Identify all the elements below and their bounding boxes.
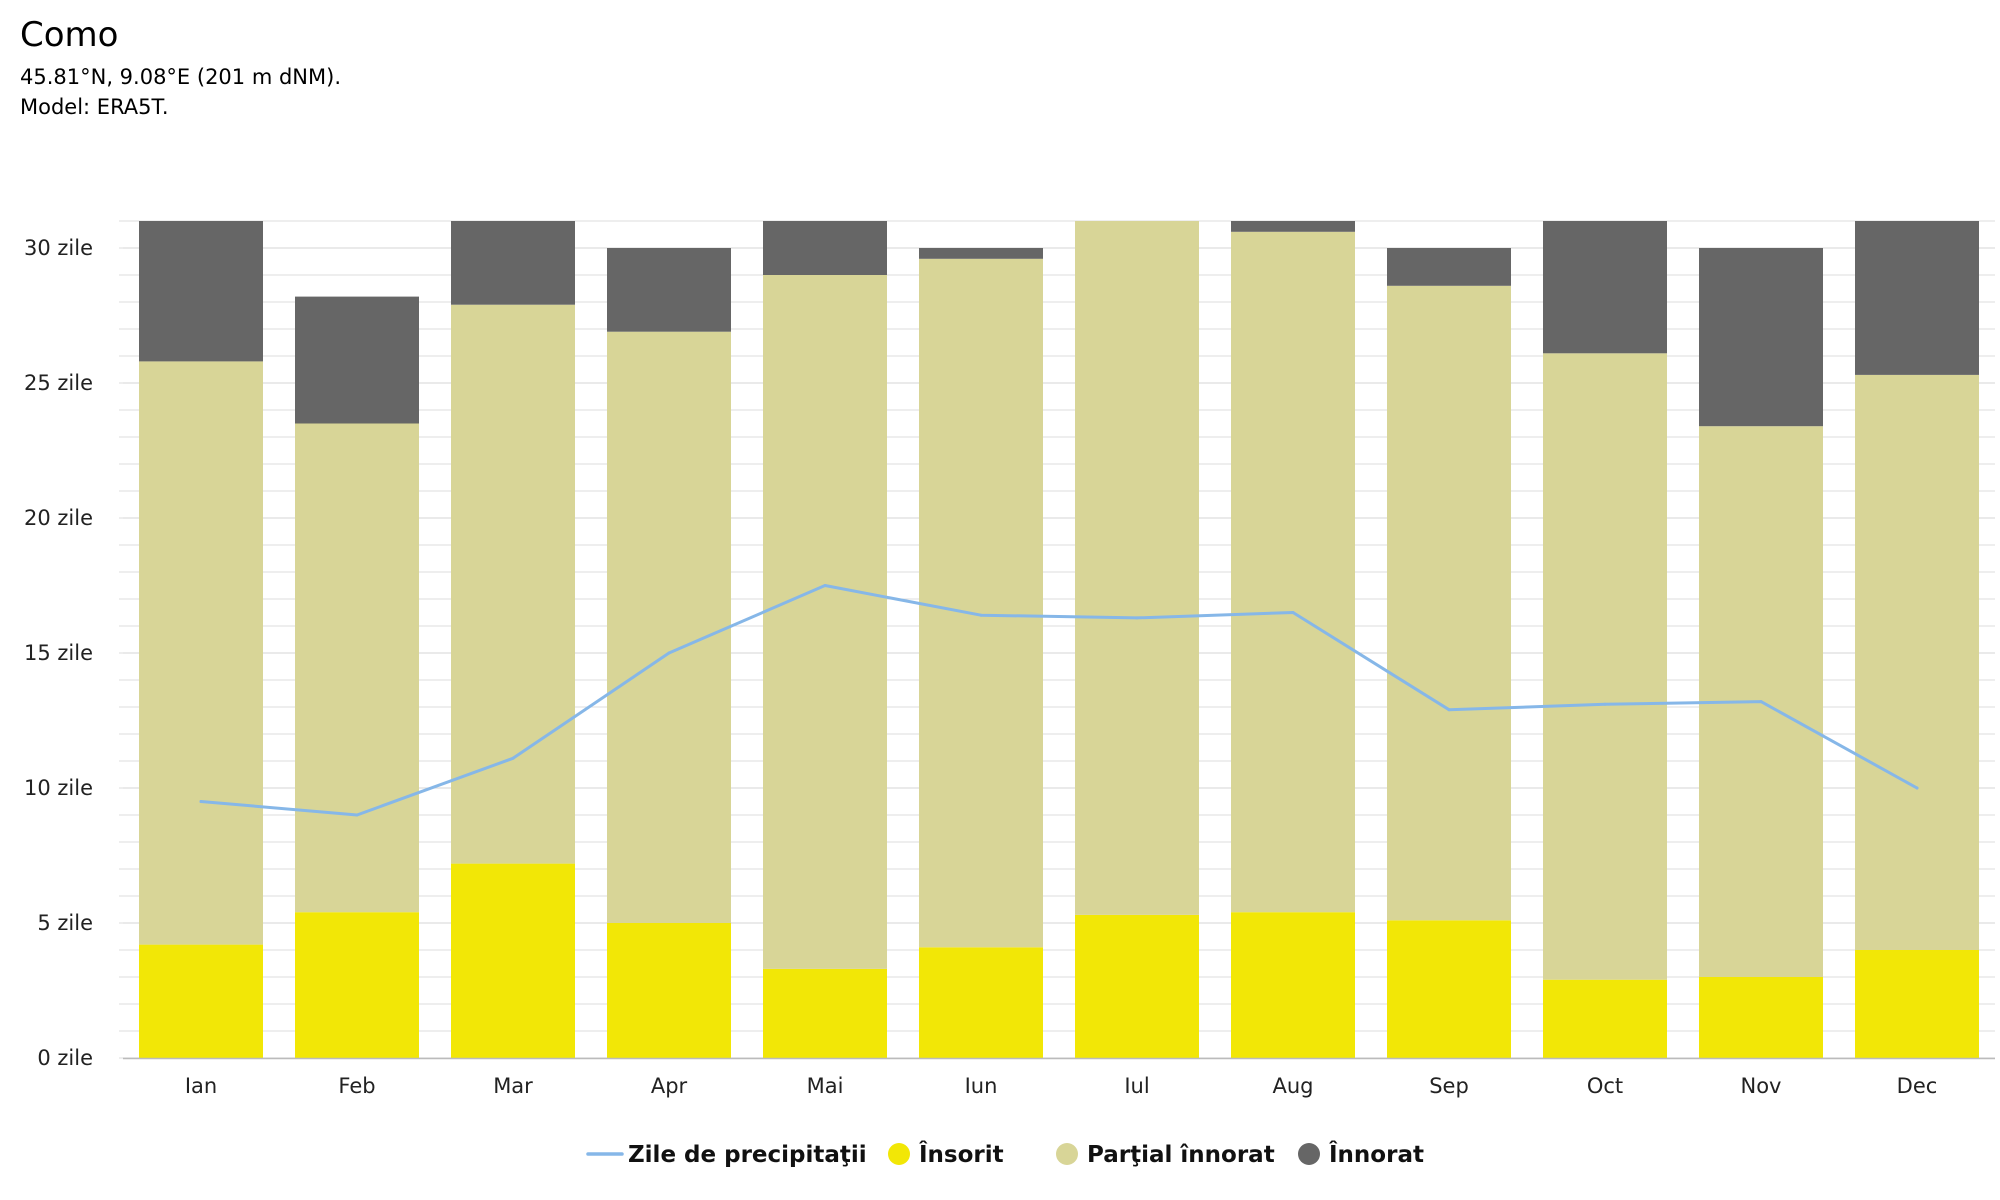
bar--nnorat [139, 221, 263, 362]
bar-par-ial-nnorat [295, 423, 419, 913]
precipitation-point [667, 651, 671, 655]
bar--nsorit [763, 968, 887, 1058]
bar--nnorat [1699, 248, 1823, 427]
bar-par-ial-nnorat [607, 331, 731, 923]
chart-subtitle: 45.81°N, 9.08°E (201 m dNM). Model: ERA5… [20, 62, 341, 122]
y-tick-label: 25 zile [24, 371, 93, 395]
chart-title: Como [20, 15, 119, 55]
bar--nsorit [607, 923, 731, 1058]
bar-par-ial-nnorat [1543, 353, 1667, 980]
bar--nnorat [1231, 221, 1355, 232]
bar-par-ial-nnorat [1231, 231, 1355, 913]
bar--nsorit [139, 944, 263, 1058]
bar-par-ial-nnorat [1387, 285, 1511, 921]
bar--nnorat [451, 221, 575, 305]
x-tick-label: Oct [1587, 1074, 1623, 1098]
precipitation-points [199, 584, 1919, 817]
bar-par-ial-nnorat [1855, 374, 1979, 950]
precipitation-point [1759, 700, 1763, 704]
model-label: Model: ERA5T. [20, 95, 169, 119]
x-tick-label: Aug [1272, 1074, 1313, 1098]
bar--nsorit [1543, 979, 1667, 1058]
x-tick-label: Ian [185, 1074, 217, 1098]
precipitation-point [1447, 708, 1451, 712]
bar-par-ial-nnorat [1075, 221, 1199, 915]
x-tick-label: Feb [338, 1074, 375, 1098]
legend-label: Înnorat [1329, 1140, 1424, 1168]
bar--nsorit [1855, 950, 1979, 1058]
bar--nsorit [1231, 912, 1355, 1058]
y-tick-label: 30 zile [24, 236, 93, 260]
legend-label: Însorit [919, 1140, 1004, 1168]
x-axis: Ian Feb Mar Apr Mai Iun Iul Aug Sep Oct Nov Dec [185, 1074, 1938, 1098]
x-tick-label: Dec [1897, 1074, 1938, 1098]
bar--nsorit [1699, 977, 1823, 1058]
precipitation-point [823, 584, 827, 587]
precipitation-point [1603, 702, 1607, 706]
bar--nsorit [1387, 920, 1511, 1058]
x-tick-label: Iul [1124, 1074, 1149, 1098]
bar--nsorit [451, 863, 575, 1058]
precipitation-point [511, 756, 515, 760]
x-tick-label: Mai [807, 1074, 844, 1098]
bar-par-ial-nnorat [139, 361, 263, 945]
precipitation-point [199, 800, 203, 803]
bar--nsorit [295, 912, 419, 1058]
y-tick-label: 20 zile [24, 506, 93, 530]
legend: Zile de precipitaţii Însorit Parţial înnor… [586, 1140, 1424, 1168]
legend-dot-swatch [1056, 1143, 1078, 1165]
bar--nnorat [1387, 248, 1511, 286]
precipitation-point [1915, 786, 1919, 790]
bar--nnorat [1543, 221, 1667, 354]
location-coordinates: 45.81°N, 9.08°E (201 m dNM). [20, 65, 341, 89]
bar--nsorit [1075, 914, 1199, 1058]
x-tick-label: Apr [651, 1074, 688, 1098]
precipitation-line [199, 584, 1919, 817]
legend-label: Zile de precipitaţii [628, 1142, 867, 1168]
legend-dot-swatch [888, 1143, 910, 1165]
precipitation-point [1135, 616, 1139, 620]
bar--nsorit [919, 947, 1043, 1058]
precipitation-point [1291, 611, 1295, 614]
bar--nnorat [295, 296, 419, 424]
y-tick-label: 10 zile [24, 776, 93, 800]
bar--nnorat [919, 248, 1043, 259]
y-tick-label: 5 zile [37, 911, 93, 935]
bar--nnorat [763, 221, 887, 275]
x-tick-label: Sep [1429, 1074, 1469, 1098]
x-tick-label: Iun [965, 1074, 998, 1098]
precipitation-point [355, 813, 359, 817]
bar-par-ial-nnorat [451, 304, 575, 864]
bar-par-ial-nnorat [763, 275, 887, 969]
grid-lines [119, 220, 1995, 1059]
bar--nnorat [1855, 221, 1979, 375]
bar-par-ial-nnorat [919, 258, 1043, 948]
precipitation-point [979, 613, 983, 617]
x-tick-label: Mar [493, 1074, 533, 1098]
legend-label: Parţial înnorat [1087, 1142, 1275, 1168]
bar--nnorat [607, 248, 731, 332]
bars [139, 221, 1979, 1058]
y-tick-label: 15 zile [24, 641, 93, 665]
x-tick-label: Nov [1741, 1074, 1782, 1098]
y-axis: 0 zile 5 zile 10 zile 15 zile 20 zile 25 zile… [24, 236, 93, 1070]
y-tick-label: 0 zile [37, 1046, 93, 1070]
legend-dot-swatch [1298, 1143, 1320, 1165]
